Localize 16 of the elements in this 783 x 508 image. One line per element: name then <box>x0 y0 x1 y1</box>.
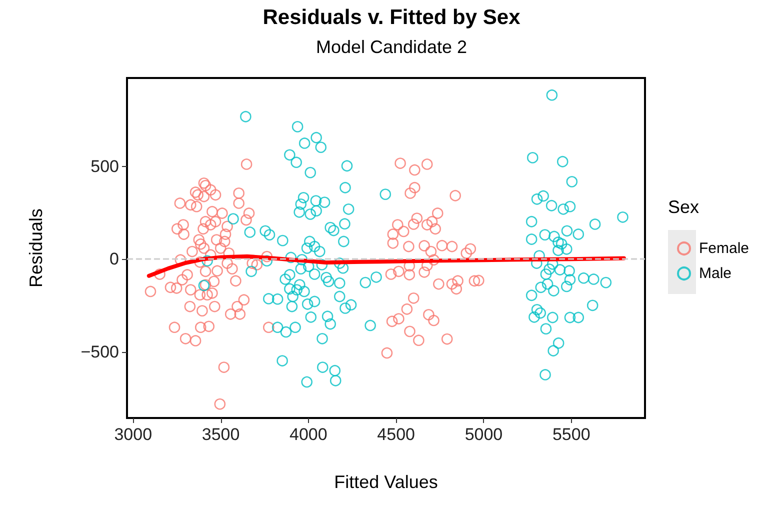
y-tick-label: −500 <box>80 342 119 362</box>
y-tick-label: 0 <box>110 250 119 269</box>
chart-subtitle: Model Candidate 2 <box>316 37 468 57</box>
legend-title: Sex <box>668 197 700 217</box>
y-axis-title: Residuals <box>26 208 46 288</box>
x-tick-label: 4000 <box>290 425 328 444</box>
x-tick-label: 3000 <box>114 425 152 444</box>
legend-label: Male <box>699 265 732 282</box>
x-tick-label: 4500 <box>377 425 415 444</box>
x-tick-label: 5000 <box>464 425 503 444</box>
chart-title: Residuals v. Fitted by Sex <box>262 6 521 29</box>
y-tick-label: 500 <box>90 156 119 176</box>
x-axis-title: Fitted Values <box>334 472 438 492</box>
x-tick-label: 3500 <box>202 425 240 444</box>
x-tick-label: 5500 <box>552 425 590 444</box>
legend-label: Female <box>699 240 750 257</box>
